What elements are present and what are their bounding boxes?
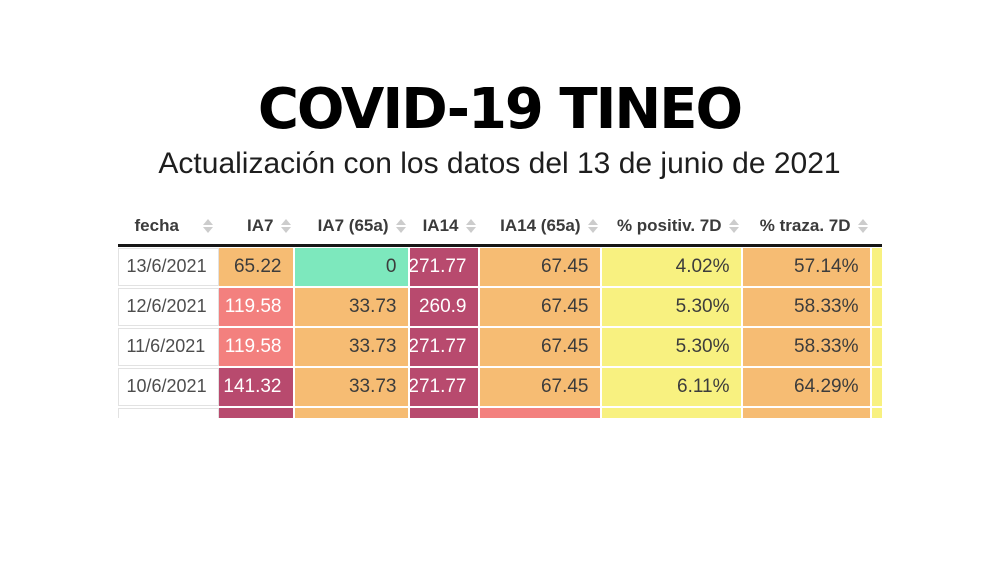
table-body: 13/6/2021 65.22 0 271.77 67.45 4.02% 57.14% 12/… — [117, 247, 882, 406]
column-header-ia7[interactable]: IA7 — [219, 208, 295, 244]
clipped-column-cell — [871, 287, 882, 326]
column-header-label: IA14 (65a) — [500, 215, 581, 235]
value-cell — [601, 407, 743, 418]
table-row-partial — [117, 407, 882, 418]
page-subtitle: Actualización con los datos del 13 de ju… — [158, 147, 841, 180]
value-cell: 64.29% — [742, 367, 872, 406]
sort-icon — [728, 218, 739, 233]
value-cell: 65.22 — [218, 247, 295, 286]
sort-icon — [587, 218, 598, 233]
value-cell: 33.73 — [294, 287, 410, 326]
value-cell — [294, 407, 410, 418]
column-header-label: IA14 — [422, 215, 459, 235]
clipped-column-cell — [871, 407, 882, 418]
sort-icon — [857, 218, 868, 233]
column-header-label: IA7 — [247, 215, 274, 235]
covid-data-table: fecha IA7 IA7 (65a) IA14 IA14 (65a) % positiv… — [117, 208, 882, 418]
date-cell — [117, 407, 219, 418]
value-cell: 33.73 — [294, 327, 410, 366]
value-cell: 58.33% — [742, 327, 872, 366]
sort-icon — [395, 218, 406, 233]
sort-icon — [280, 218, 291, 233]
column-header-ia14-65a[interactable]: IA14 (65a) — [480, 208, 602, 244]
column-header-traza-7d[interactable]: % traza. 7D — [743, 208, 872, 244]
table-row: 10/6/2021 141.32 33.73 271.77 67.45 6.11% 64.2… — [117, 367, 882, 406]
column-header-label: % traza. 7D — [759, 215, 851, 235]
value-cell: 6.11% — [601, 367, 743, 406]
value-cell: 67.45 — [479, 247, 602, 286]
value-cell: 0 — [294, 247, 410, 286]
value-cell: 57.14% — [742, 247, 872, 286]
column-header-ia7-65a[interactable]: IA7 (65a) — [295, 208, 410, 244]
date-cell: 12/6/2021 — [117, 287, 219, 326]
value-cell: 67.45 — [479, 327, 602, 366]
value-cell: 271.77 — [408, 327, 480, 366]
header-edge-spacer — [872, 208, 882, 244]
column-header-fecha[interactable]: fecha — [118, 208, 219, 244]
value-cell — [409, 407, 480, 418]
value-cell: 271.77 — [408, 247, 480, 286]
value-cell: 67.45 — [479, 287, 602, 326]
column-header-label: % positiv. 7D — [616, 215, 722, 235]
date-cell: 11/6/2021 — [117, 327, 219, 366]
table-header-row: fecha IA7 IA7 (65a) IA14 IA14 (65a) % positiv… — [117, 208, 882, 247]
clipped-column-cell — [871, 327, 882, 366]
value-cell: 33.73 — [294, 367, 410, 406]
value-cell: 4.02% — [601, 247, 743, 286]
value-cell: 119.58 — [218, 327, 295, 366]
covid-infographic: COVID-19 TINEO Actualización con los dat… — [117, 0, 882, 418]
value-cell: 119.58 — [218, 287, 295, 326]
column-header-label: IA7 (65a) — [317, 215, 389, 235]
value-cell: 260.9 — [409, 287, 480, 326]
column-header-label: fecha — [134, 215, 179, 235]
value-cell: 5.30% — [601, 327, 743, 366]
clipped-column-cell — [871, 367, 882, 406]
table-row: 12/6/2021 119.58 33.73 260.9 67.45 5.30% 58.33… — [117, 287, 882, 326]
value-cell — [742, 407, 872, 418]
sort-icon — [465, 218, 476, 233]
value-cell: 271.77 — [408, 367, 480, 406]
clipped-column-cell — [871, 247, 882, 286]
sort-icon — [202, 218, 213, 233]
table-row: 13/6/2021 65.22 0 271.77 67.45 4.02% 57.14% — [117, 247, 882, 286]
column-header-positiv-7d[interactable]: % positiv. 7D — [602, 208, 743, 244]
value-cell: 5.30% — [601, 287, 743, 326]
column-header-ia14[interactable]: IA14 — [410, 208, 480, 244]
date-cell: 10/6/2021 — [117, 367, 219, 406]
value-cell: 141.32 — [218, 367, 295, 406]
value-cell: 58.33% — [742, 287, 872, 326]
date-cell: 13/6/2021 — [117, 247, 219, 286]
value-cell — [479, 407, 602, 418]
value-cell: 67.45 — [479, 367, 602, 406]
page-title: COVID-19 TINEO — [257, 77, 743, 142]
value-cell — [218, 407, 295, 418]
table-row: 11/6/2021 119.58 33.73 271.77 67.45 5.30% 58.3… — [117, 327, 882, 366]
